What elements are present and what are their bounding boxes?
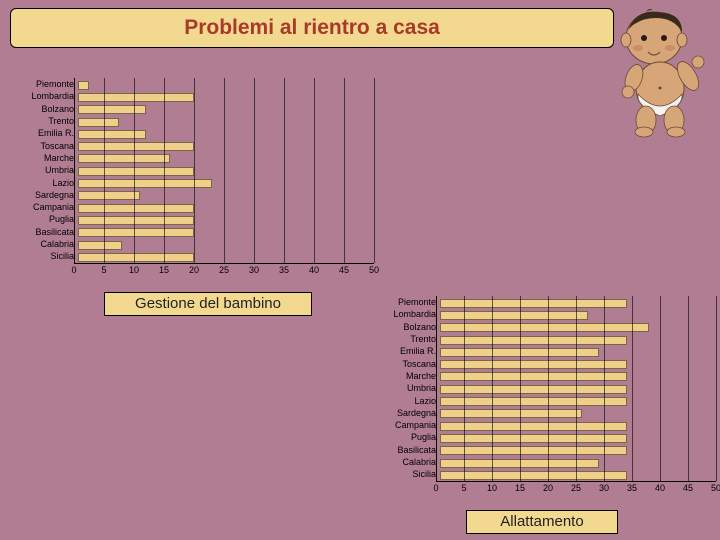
chart2-region-label: Lombardia <box>368 309 440 319</box>
chart1-tick-label: 25 <box>219 265 229 275</box>
chart1-region-label: Puglia <box>6 214 78 224</box>
chart1-grid <box>74 78 374 263</box>
chart1-gridline <box>314 78 315 263</box>
chart2-tick-label: 45 <box>683 483 693 493</box>
chart2-gridline <box>576 296 577 481</box>
chart1-caption-text: Gestione del bambino <box>135 295 281 312</box>
page-title: Problemi al rientro a casa <box>10 8 614 48</box>
chart1-tick-label: 30 <box>249 265 259 275</box>
page-root: Problemi al rientro a casa Gestione del b… <box>0 0 720 540</box>
chart2-region-label: Marche <box>368 371 440 381</box>
chart1-tick-label: 15 <box>159 265 169 275</box>
chart1-gridline <box>134 78 135 263</box>
chart2-tick-label: 50 <box>711 483 720 493</box>
chart2-region-label: Calabria <box>368 457 440 467</box>
chart2-tick-label: 25 <box>571 483 581 493</box>
page-title-text: Problemi al rientro a casa <box>184 9 440 47</box>
chart2-region-label: Bolzano <box>368 322 440 332</box>
chart1-tick-label: 0 <box>71 265 76 275</box>
chart1-gridline <box>194 78 195 263</box>
baby-illustration <box>606 6 714 138</box>
chart1-gridline <box>374 78 375 263</box>
chart2-region-label: Piemonte <box>368 297 440 307</box>
chart1-region-label: Piemonte <box>6 79 78 89</box>
chart2-gridline <box>660 296 661 481</box>
chart1-y-axis <box>74 78 75 263</box>
chart1-region-label: Sardegna <box>6 190 78 200</box>
chart2-caption-text: Allattamento <box>500 513 583 530</box>
chart2-region-label: Trento <box>368 334 440 344</box>
chart2-gridline <box>548 296 549 481</box>
chart1-region-label: Umbria <box>6 165 78 175</box>
chart2-region-label: Campania <box>368 420 440 430</box>
chart1-region-label: Lazio <box>6 178 78 188</box>
chart1-region-label: Sicilia <box>6 251 78 261</box>
chart1-caption: Gestione del bambino <box>104 292 312 316</box>
chart1-gridline <box>284 78 285 263</box>
chart2-gridline <box>632 296 633 481</box>
chart2-gridline <box>520 296 521 481</box>
chart1-tick-label: 45 <box>339 265 349 275</box>
chart2-region-label: Lazio <box>368 396 440 406</box>
chart2-x-axis: 05101520253035404550 <box>436 481 716 497</box>
chart1-region-label: Basilicata <box>6 227 78 237</box>
chart2-region-label: Emilia R. <box>368 346 440 356</box>
chart2-x-axis-line <box>436 481 716 482</box>
chart1-tick-label: 50 <box>369 265 379 275</box>
chart1-gridline <box>164 78 165 263</box>
chart2-region-label: Toscana <box>368 359 440 369</box>
chart1-tick-label: 35 <box>279 265 289 275</box>
chart2-y-axis <box>436 296 437 481</box>
chart1: Piemonte Lombardia Bolzano Trento Emilia R. T… <box>6 78 378 262</box>
chart2-tick-label: 5 <box>461 483 466 493</box>
chart2-region-label: Puglia <box>368 432 440 442</box>
chart1-gridline <box>254 78 255 263</box>
chart2-gridline <box>464 296 465 481</box>
chart1-x-axis-line <box>74 263 374 264</box>
chart2-region-label: Basilicata <box>368 445 440 455</box>
chart2-region-label: Sardegna <box>368 408 440 418</box>
chart1-tick-label: 40 <box>309 265 319 275</box>
chart1-region-label: Campania <box>6 202 78 212</box>
chart2-tick-label: 15 <box>515 483 525 493</box>
chart2-gridline <box>604 296 605 481</box>
chart1-region-label: Toscana <box>6 141 78 151</box>
chart1-tick-label: 20 <box>189 265 199 275</box>
chart1-gridline <box>344 78 345 263</box>
chart1-region-label: Marche <box>6 153 78 163</box>
chart2-caption: Allattamento <box>466 510 618 534</box>
chart2-region-label: Sicilia <box>368 469 440 479</box>
chart1-region-label: Emilia R. <box>6 128 78 138</box>
chart2-gridline <box>492 296 493 481</box>
chart2-tick-label: 40 <box>655 483 665 493</box>
chart2-gridline <box>688 296 689 481</box>
chart1-x-axis: 05101520253035404550 <box>74 263 374 279</box>
chart2-tick-label: 0 <box>433 483 438 493</box>
chart2-gridline <box>716 296 717 481</box>
chart1-region-label: Bolzano <box>6 104 78 114</box>
chart1-gridline <box>104 78 105 263</box>
chart1-gridline <box>224 78 225 263</box>
chart1-region-label: Lombardia <box>6 91 78 101</box>
chart1-region-label: Trento <box>6 116 78 126</box>
chart2-tick-label: 20 <box>543 483 553 493</box>
chart2-tick-label: 30 <box>599 483 609 493</box>
chart2-grid <box>436 296 716 481</box>
chart2-tick-label: 10 <box>487 483 497 493</box>
chart2-tick-label: 35 <box>627 483 637 493</box>
chart1-tick-label: 5 <box>101 265 106 275</box>
chart1-tick-label: 10 <box>129 265 139 275</box>
chart2: Piemonte Lombardia Bolzano Trento Emilia R. T… <box>368 296 720 480</box>
chart2-region-label: Umbria <box>368 383 440 393</box>
chart1-region-label: Calabria <box>6 239 78 249</box>
